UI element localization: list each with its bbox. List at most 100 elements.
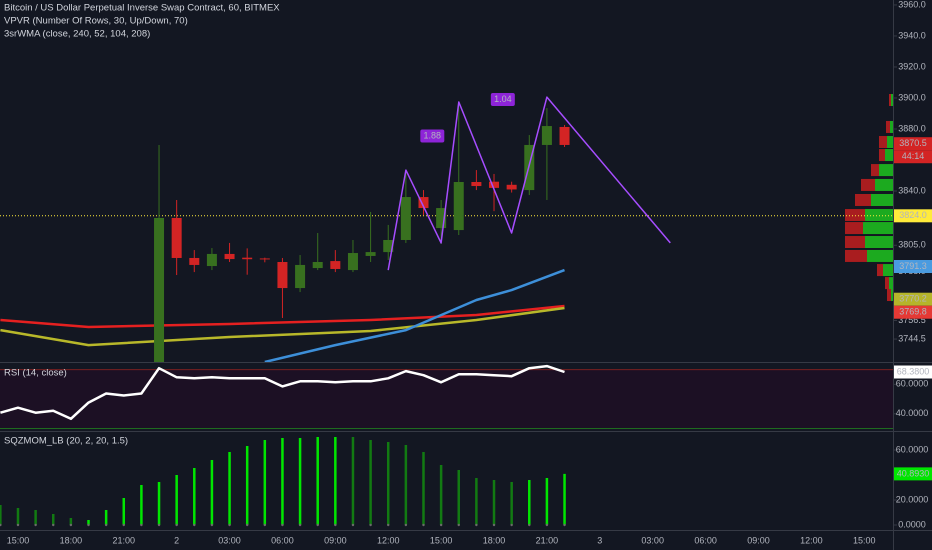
- vpvr-up: [891, 93, 893, 106]
- pattern-label-bg: [490, 93, 515, 107]
- momentum-bar: [16, 508, 20, 525]
- axes: 15:00 18:00 21:00 2 03:00 06:00 09:00 12:00 15:0…: [7, 0, 932, 545]
- countdown: 44:14: [902, 151, 925, 161]
- vpvr-up: [867, 249, 893, 262]
- momentum-bar: [369, 440, 372, 525]
- x-tick-label: 18:00: [483, 535, 506, 545]
- momentum-bar: [386, 442, 390, 525]
- x-tick-label: 09:00: [747, 535, 770, 545]
- y-tick-label: 3744.5: [898, 333, 926, 343]
- x-tick-label: 09:00: [324, 535, 347, 545]
- x-tick-label: 18:00: [60, 535, 83, 545]
- squeeze-dot: [104, 523, 108, 527]
- squeeze-dot: [457, 523, 460, 527]
- candle-body: [471, 182, 482, 187]
- price-label: 3791.3: [899, 261, 927, 271]
- x-tick-label: 12:00: [800, 535, 823, 545]
- squeeze-dot: [122, 523, 125, 527]
- vpvr-up: [875, 178, 893, 191]
- vpvr-down: [845, 222, 863, 235]
- candle-body: [365, 252, 376, 256]
- momentum-bar: [87, 520, 90, 525]
- sqz-value-label: 40.8930: [897, 468, 930, 478]
- vpvr-down: [845, 236, 865, 249]
- indicator-label: 3srWMA (close, 240, 52, 104, 208): [4, 29, 150, 40]
- vpvr-down: [879, 136, 887, 149]
- sqzmom-title: SQZMOM_LB (20, 2, 20, 1.5): [4, 436, 128, 447]
- squeeze-dot: [140, 523, 143, 527]
- squeeze-dot: [263, 523, 267, 527]
- pattern-line: [387, 96, 671, 271]
- momentum-bar: [0, 505, 2, 525]
- moving-average: [0, 304, 565, 329]
- candle-body: [189, 257, 200, 265]
- vpvr-up: [865, 209, 893, 222]
- squeeze-dot: [528, 523, 531, 527]
- squeeze-dot: [210, 523, 214, 527]
- momentum-bar: [422, 452, 425, 525]
- y-tick-label: 60.0000: [896, 444, 929, 454]
- y-tick-label: 3880.0: [898, 123, 926, 133]
- price-label: 3824.0: [899, 210, 927, 220]
- vpvr-up: [883, 264, 893, 277]
- candle-body: [506, 184, 517, 190]
- vpvr-down: [855, 193, 871, 206]
- candle-body: [436, 208, 447, 229]
- y-tick-label: 20.0000: [896, 494, 929, 504]
- candle-body: [277, 262, 288, 289]
- squeeze-dot: [422, 523, 425, 527]
- candle-body: [400, 197, 411, 240]
- momentum-bar: [34, 510, 37, 525]
- sqzmom-pane: [0, 437, 566, 527]
- momentum-bar: [492, 480, 496, 525]
- squeeze-dot: [52, 523, 55, 527]
- squeeze-dot: [298, 523, 302, 527]
- y-tick-label: 3805.0: [898, 240, 926, 250]
- vpvr-down: [879, 149, 885, 162]
- vpvr-down: [877, 264, 883, 277]
- countdown-bg: [894, 150, 932, 164]
- x-tick-label: 2: [174, 535, 179, 545]
- vpvr-up: [871, 193, 893, 206]
- candle-body: [330, 261, 341, 269]
- momentum-bar: [281, 438, 284, 525]
- candle-body: [453, 182, 464, 231]
- price-label-bg: [894, 305, 932, 319]
- momentum-bar: [404, 445, 408, 525]
- momentum-bar: [545, 478, 549, 525]
- price-label-bg: [894, 137, 932, 151]
- momentum-bar: [439, 465, 443, 525]
- vpvr-down: [889, 93, 891, 106]
- momentum-bar: [69, 518, 73, 525]
- rsi-title: RSI (14, close): [4, 368, 67, 379]
- price-label: 3770.2: [899, 294, 927, 304]
- candle-body: [541, 126, 552, 145]
- candle-body: [383, 239, 394, 253]
- vpvr-up: [885, 149, 893, 162]
- y-tick-label: 0.0000: [898, 519, 926, 529]
- vpvr-up: [863, 222, 893, 235]
- rsi-value-label: 68.3800: [897, 366, 930, 376]
- vpvr-down: [887, 289, 891, 302]
- x-tick-label: 03:00: [218, 535, 241, 545]
- vpvr-down: [845, 209, 865, 222]
- pattern-label: 1.88: [424, 130, 442, 140]
- candle-body: [559, 126, 570, 145]
- squeeze-dot: [439, 523, 443, 527]
- momentum-bar: [175, 475, 178, 525]
- squeeze-dot: [387, 523, 390, 527]
- momentum-bar: [140, 485, 143, 525]
- momentum-bar: [104, 510, 108, 525]
- x-tick-label: 03:00: [641, 535, 664, 545]
- candle-body: [171, 217, 182, 258]
- vpvr-down: [861, 178, 875, 191]
- candle-body: [154, 217, 165, 362]
- squeeze-dot: [404, 523, 408, 527]
- x-tick-label: 15:00: [430, 535, 453, 545]
- price-label-bg: [894, 260, 932, 274]
- squeeze-dot: [351, 523, 355, 527]
- x-tick-label: 15:00: [853, 535, 876, 545]
- momentum-bar: [351, 437, 355, 525]
- sqz-value-label-bg: [894, 467, 932, 481]
